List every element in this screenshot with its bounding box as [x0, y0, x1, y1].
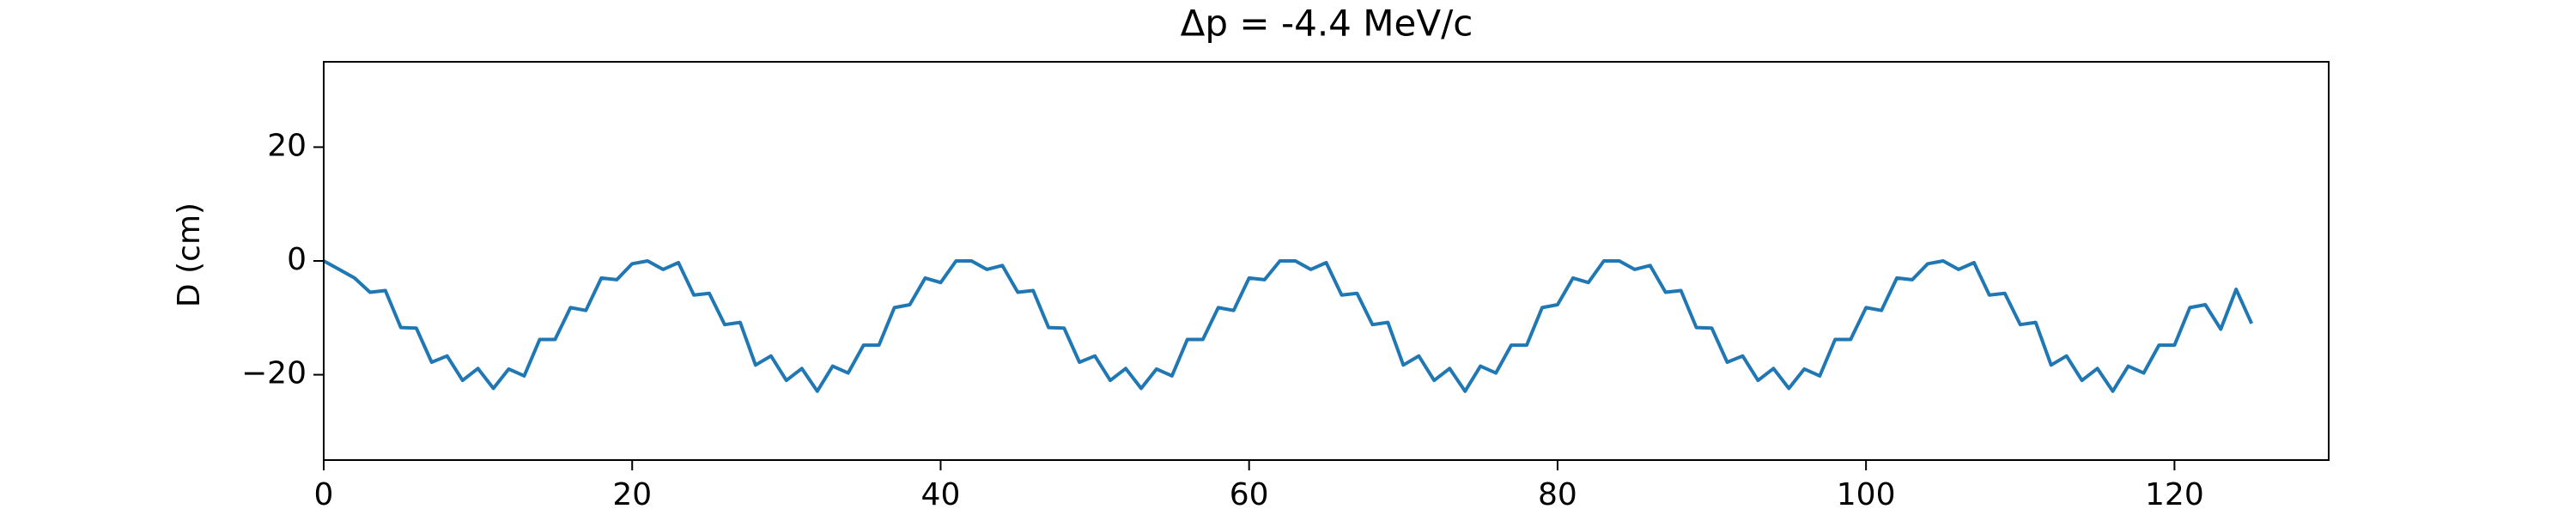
x-tick-label: 60 [1230, 477, 1269, 512]
x-tick-label: 20 [612, 477, 652, 512]
x-tick-label: 100 [1837, 477, 1896, 512]
y-tick-label: 20 [267, 128, 307, 163]
y-axis-label: D (cm) [172, 203, 207, 307]
plot-frame [323, 61, 2330, 461]
x-tick-label: 120 [2145, 477, 2204, 512]
chart-title: Δp = -4.4 MeV/c [1181, 3, 1473, 45]
y-tick-label: −20 [241, 356, 307, 391]
y-tick-label: 0 [287, 242, 307, 277]
data-line [323, 259, 2254, 393]
x-tick-label: 0 [314, 477, 334, 512]
x-tick-label: 40 [921, 477, 961, 512]
x-tick-label: 80 [1538, 477, 1577, 512]
